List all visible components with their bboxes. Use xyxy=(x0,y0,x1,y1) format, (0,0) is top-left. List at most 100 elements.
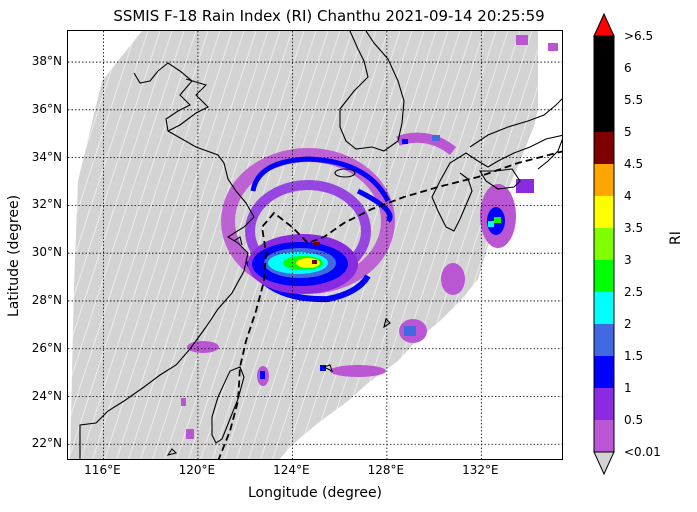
rain-patch-taiwan-west xyxy=(181,398,186,406)
swath-stripe xyxy=(536,379,562,459)
colorbar xyxy=(593,12,615,476)
rain-core-red xyxy=(312,260,317,264)
colorbar-tick-label: 4 xyxy=(624,189,632,203)
swath-stripe xyxy=(140,31,281,459)
swath-stripe xyxy=(356,31,497,459)
colorbar-segment xyxy=(594,420,614,452)
chart-title: SSMIS F-18 Rain Index (RI) Chanthu 2021-… xyxy=(113,7,545,25)
colorbar-tick-label: <0.01 xyxy=(624,445,661,459)
rain-patch-taiwan-south xyxy=(186,429,194,439)
x-tick-label: 124°E xyxy=(273,463,310,477)
colorbar-segment xyxy=(594,164,614,196)
colorbar-tick-label: 1 xyxy=(624,381,632,395)
rain-patch-japan-cyan xyxy=(488,221,494,227)
swath-stripe xyxy=(476,195,562,459)
rain-cell-taiwan-ne xyxy=(260,371,265,379)
colorbar-title: RI xyxy=(668,231,684,245)
swath-stripe xyxy=(416,31,557,459)
x-tick-label: 132°E xyxy=(462,463,499,477)
swath-stripe xyxy=(368,31,509,459)
rain-patch-far-ne xyxy=(516,179,534,193)
swath-stripe xyxy=(68,31,137,242)
colorbar-under-triangle xyxy=(593,451,615,476)
rain-core-eye-red xyxy=(314,242,320,246)
colorbar-segment xyxy=(594,388,614,420)
gridlines xyxy=(68,31,562,459)
swath-stripe xyxy=(344,31,485,459)
swath-stripe xyxy=(68,31,185,389)
swath-stripe xyxy=(440,84,562,459)
swath-stripe xyxy=(68,31,125,205)
rain-cell-ne-blue xyxy=(402,139,408,144)
rain-patch-south xyxy=(330,365,386,377)
typhoon-track-line xyxy=(217,150,562,459)
colorbar-segment xyxy=(594,132,614,164)
rain-cell-south-blue xyxy=(320,365,326,371)
rain-cell-ryukyu-blue xyxy=(404,326,416,336)
swath-stripe xyxy=(404,31,545,459)
swath-stripe xyxy=(68,31,161,316)
swath-stripe xyxy=(68,31,101,131)
y-tick-label: 26°N xyxy=(31,340,62,355)
swath-stripe xyxy=(152,31,293,459)
y-tick-label: 30°N xyxy=(31,245,62,260)
swath-stripe xyxy=(104,31,245,459)
rain-cell-ne-blue-2 xyxy=(432,135,440,141)
swath-stripe xyxy=(320,31,461,459)
swath-stripe xyxy=(332,31,473,459)
colorbar-segment xyxy=(594,324,614,356)
colorbar-tick-label: 6 xyxy=(624,61,632,75)
swath-stripe xyxy=(116,31,257,459)
coastline xyxy=(79,31,562,459)
swath-stripe xyxy=(68,31,113,168)
colorbar-tick-label: 2.5 xyxy=(624,285,644,299)
swath-stripe xyxy=(380,31,521,459)
colorbar-segment xyxy=(594,228,614,260)
colorbar-tick-label: 5.5 xyxy=(624,93,644,107)
rain-band-blue-arc-2 xyxy=(356,188,393,223)
y-tick-label: 36°N xyxy=(31,101,62,116)
colorbar-tick-label: 2 xyxy=(624,317,632,331)
swath-stripe xyxy=(68,31,173,353)
y-tick-label: 38°N xyxy=(31,54,62,69)
y-tick-label: 24°N xyxy=(31,388,62,403)
colorbar-tick-label: 5 xyxy=(624,125,632,139)
x-tick-label: 120°E xyxy=(178,463,216,477)
swath-stripe xyxy=(548,416,562,459)
colorbar-segment xyxy=(594,260,614,292)
x-axis-label: Longitude (degree) xyxy=(247,485,383,501)
swath-stripe xyxy=(512,305,562,459)
x-tick-label: 128°E xyxy=(367,463,405,477)
swath-stripe xyxy=(452,121,562,459)
swath-stripe xyxy=(68,31,149,279)
rain-patch-top-2 xyxy=(548,43,558,51)
swath-stripe xyxy=(176,31,317,459)
y-axis-label: Latitude (degree) xyxy=(6,194,22,317)
colorbar-segment xyxy=(594,36,614,68)
rain-patch-taiwan-north xyxy=(187,341,219,353)
swath-stripe xyxy=(284,31,425,459)
y-tick-label: 22°N xyxy=(31,436,62,451)
swath-stripe xyxy=(68,31,209,459)
swath-stripe xyxy=(464,158,562,459)
colorbar-segment xyxy=(594,196,614,228)
colorbar-tick-label: 4.5 xyxy=(624,157,644,171)
colorbar-tick-label: 3 xyxy=(624,253,632,267)
colorbar-segment xyxy=(594,292,614,324)
colorbar-tick-label: 3.5 xyxy=(624,221,644,235)
colorbar-tick-label: 1.5 xyxy=(624,349,644,363)
rain-band-blue-arc xyxy=(250,156,391,203)
swath-stripe xyxy=(560,453,562,459)
colorbar-tick-label: >6.5 xyxy=(624,29,654,43)
colorbar-over-triangle xyxy=(593,12,615,37)
colorbar-tick-label: 0.5 xyxy=(624,413,644,427)
rain-patch-top-1 xyxy=(516,35,528,45)
swath-stripe xyxy=(500,268,562,459)
rain-patch-ryukyu xyxy=(441,263,465,295)
swath-stripe xyxy=(68,31,197,426)
map-plot-area[interactable] xyxy=(67,30,563,460)
swath-stripe xyxy=(488,232,562,459)
y-tick-label: 34°N xyxy=(31,149,62,164)
y-tick-label: 32°N xyxy=(31,197,62,212)
swath-stripe xyxy=(92,31,233,459)
